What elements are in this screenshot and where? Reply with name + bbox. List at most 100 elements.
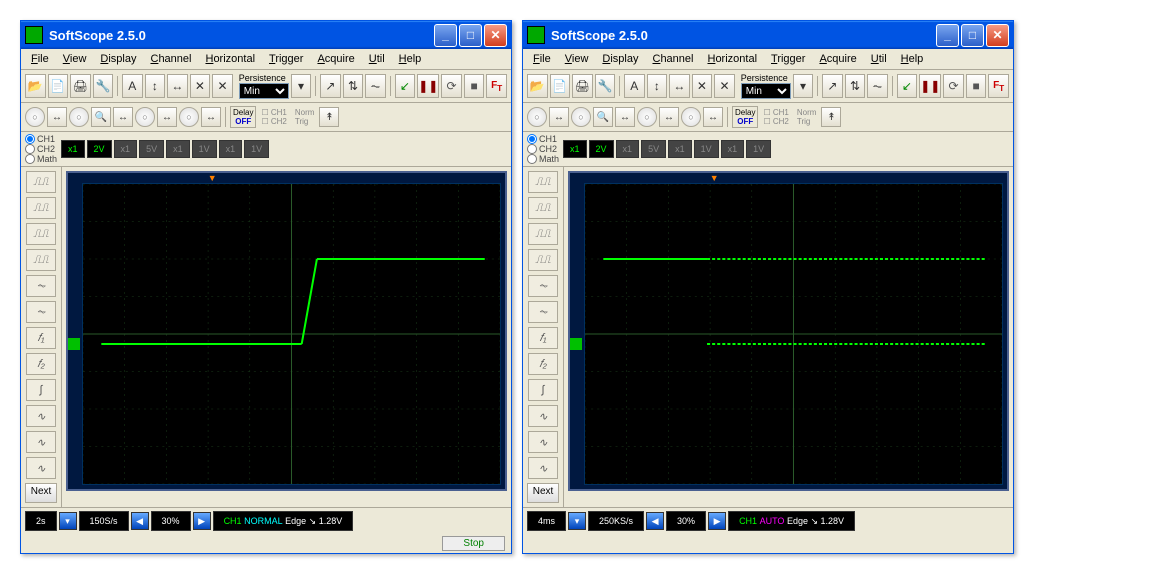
toolbar-button-3[interactable]: 🔧 <box>595 74 616 98</box>
waveform-tool-3[interactable]: ⎍⎍ <box>26 249 56 271</box>
norm-trig-label[interactable]: NormTrig <box>794 107 820 127</box>
close-button[interactable]: ✕ <box>484 24 507 47</box>
trigger-button-0[interactable]: ↗ <box>320 74 341 98</box>
zoom-icon[interactable]: 🔍 <box>91 107 111 127</box>
channel-box-3[interactable]: 5V <box>641 140 666 158</box>
toolbar-button-2[interactable]: 🖨 <box>70 74 91 98</box>
zoom-knob-3[interactable]: ○ <box>681 107 701 127</box>
scroll-left[interactable]: ◀ <box>646 512 664 530</box>
waveform-tool-5[interactable]: ⏦ <box>26 301 56 323</box>
pan-btn-2[interactable]: ↔ <box>157 107 177 127</box>
channel-box-5[interactable]: 1V <box>694 140 719 158</box>
scroll-right[interactable]: ▶ <box>193 512 211 530</box>
waveform-tool-9[interactable]: ∿ <box>26 405 56 427</box>
pan-btn-2[interactable]: ↔ <box>659 107 679 127</box>
waveform-tool-2[interactable]: ⎍⎍ <box>26 223 56 245</box>
trigger-button-0[interactable]: ↗ <box>822 74 843 98</box>
run-control-0[interactable]: ↙ <box>395 74 416 98</box>
channel-box-2[interactable]: x1 <box>616 140 640 158</box>
trigger-button-1[interactable]: ⇅ <box>845 74 866 98</box>
horiz-position[interactable]: 30% <box>666 511 706 531</box>
channel-box-7[interactable]: 1V <box>244 140 269 158</box>
scroll-right[interactable]: ▶ <box>708 512 726 530</box>
channel-box-4[interactable]: x1 <box>668 140 692 158</box>
maximize-button[interactable]: □ <box>459 24 482 47</box>
waveform-tool-0[interactable]: ⎍⎍ <box>26 171 56 193</box>
waveform-tool-10[interactable]: ∿ <box>528 431 558 453</box>
menu-channel[interactable]: Channel <box>646 51 699 67</box>
waveform-tool-6[interactable]: 𝑓₁ <box>528 327 558 349</box>
ft-button[interactable]: FT <box>486 74 507 98</box>
cursor-button-3[interactable]: ✕ <box>190 74 211 98</box>
run-control-2[interactable]: ⟳ <box>943 74 964 98</box>
menu-acquire[interactable]: Acquire <box>813 51 862 67</box>
toolbar-button-0[interactable]: 📂 <box>25 74 46 98</box>
cursor-button-1[interactable]: ↕ <box>145 74 166 98</box>
run-control-2[interactable]: ⟳ <box>441 74 462 98</box>
waveform-tool-2[interactable]: ⎍⎍ <box>528 223 558 245</box>
trigger-button-1[interactable]: ⇅ <box>343 74 364 98</box>
run-control-3[interactable]: ■ <box>464 74 485 98</box>
zoom-icon[interactable]: 🔍 <box>593 107 613 127</box>
menu-file[interactable]: File <box>25 51 55 67</box>
trigger-marker[interactable]: ▼ <box>710 173 719 183</box>
trigger-marker[interactable]: ▼ <box>208 173 217 183</box>
timebase-display[interactable]: 4ms <box>527 511 566 531</box>
waveform-tool-4[interactable]: ⏦ <box>26 275 56 297</box>
menu-util[interactable]: Util <box>865 51 893 67</box>
trigger-button-2[interactable]: ⏦ <box>867 74 888 98</box>
scope-display[interactable]: ▼ <box>568 171 1009 491</box>
ground-marker[interactable] <box>570 338 582 350</box>
radio-ch1[interactable]: CH1 <box>25 134 57 144</box>
channel-box-1[interactable]: 2V <box>589 140 614 158</box>
pan-btn-0[interactable]: ↔ <box>47 107 67 127</box>
trigger-status[interactable]: CH1 NORMAL Edge ↘ 1.28V <box>213 511 354 531</box>
menu-horizontal[interactable]: Horizontal <box>199 51 261 67</box>
channel-box-4[interactable]: x1 <box>166 140 190 158</box>
menu-trigger[interactable]: Trigger <box>765 51 811 67</box>
run-control-1[interactable]: ❚❚ <box>919 74 941 98</box>
titlebar[interactable]: SoftScope 2.5.0 _ □ ✕ <box>523 21 1013 49</box>
persistence-select[interactable]: Min <box>741 83 791 99</box>
zoom-knob-2[interactable]: ○ <box>637 107 657 127</box>
waveform-tool-7[interactable]: 𝑓₂ <box>26 353 56 375</box>
channel-box-6[interactable]: x1 <box>219 140 243 158</box>
run-control-3[interactable]: ■ <box>966 74 987 98</box>
zoom-knob-1[interactable]: ○ <box>571 107 591 127</box>
menu-acquire[interactable]: Acquire <box>311 51 360 67</box>
toolbar-button-0[interactable]: 📂 <box>527 74 548 98</box>
zoom-knob-3[interactable]: ○ <box>179 107 199 127</box>
zoom-knob-2[interactable]: ○ <box>135 107 155 127</box>
cursor-button-4[interactable]: ✕ <box>212 74 233 98</box>
pan-btn-3[interactable]: ↔ <box>703 107 723 127</box>
run-control-0[interactable]: ↙ <box>897 74 918 98</box>
waveform-tool-4[interactable]: ⏦ <box>528 275 558 297</box>
menu-help[interactable]: Help <box>393 51 428 67</box>
close-button[interactable]: ✕ <box>986 24 1009 47</box>
trigger-status[interactable]: CH1 AUTO Edge ↘ 1.28V <box>728 511 855 531</box>
waveform-tool-6[interactable]: 𝑓₁ <box>26 327 56 349</box>
scroll-left[interactable]: ◀ <box>131 512 149 530</box>
toolbar-button-1[interactable]: 📄 <box>48 74 69 98</box>
menu-file[interactable]: File <box>527 51 557 67</box>
channel-box-5[interactable]: 1V <box>192 140 217 158</box>
pan-btn-3[interactable]: ↔ <box>201 107 221 127</box>
scope-display[interactable]: ▼ <box>66 171 507 491</box>
zoom-knob-1[interactable]: ○ <box>69 107 89 127</box>
channel-box-1[interactable]: 2V <box>87 140 112 158</box>
channel-box-6[interactable]: x1 <box>721 140 745 158</box>
trig-adjust[interactable]: ↟ <box>319 107 339 127</box>
cursor-button-2[interactable]: ↔ <box>669 74 690 98</box>
trigger-button-2[interactable]: ⏦ <box>365 74 386 98</box>
radio-math[interactable]: Math <box>25 154 57 164</box>
cursor-button-0[interactable]: A <box>624 74 645 98</box>
waveform-tool-8[interactable]: ∫ <box>528 379 558 401</box>
norm-trig-label[interactable]: NormTrig <box>292 107 318 127</box>
channel-box-7[interactable]: 1V <box>746 140 771 158</box>
waveform-tool-1[interactable]: ⎍⎍ <box>26 197 56 219</box>
waveform-tool-7[interactable]: 𝑓₂ <box>528 353 558 375</box>
persistence-select[interactable]: Min <box>239 83 289 99</box>
channel-box-2[interactable]: x1 <box>114 140 138 158</box>
titlebar[interactable]: SoftScope 2.5.0 _ □ ✕ <box>21 21 511 49</box>
pan-btn-1[interactable]: ↔ <box>113 107 133 127</box>
